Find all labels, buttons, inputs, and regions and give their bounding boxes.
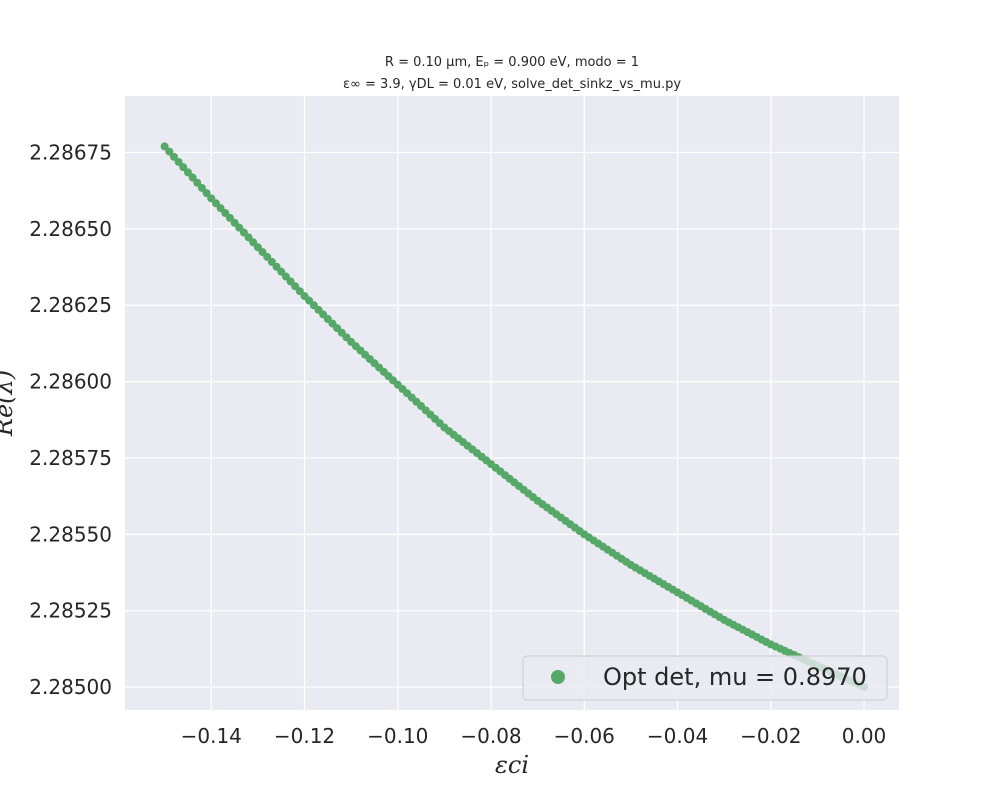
y-tick-label: 2.28550 <box>29 522 112 546</box>
data-point <box>174 157 183 166</box>
legend-marker <box>551 670 565 684</box>
plot-area <box>125 96 899 710</box>
y-tick-label: 2.28500 <box>29 675 112 699</box>
x-tick-label: −0.10 <box>367 724 428 748</box>
x-tick-label: −0.02 <box>740 724 801 748</box>
data-point <box>169 152 178 161</box>
x-tick-label: −0.08 <box>460 724 521 748</box>
y-tick-label: 2.28575 <box>29 446 112 470</box>
y-tick-label: 2.28650 <box>29 217 112 241</box>
chart-title-line-1: R = 0.10 μm, Eₚ = 0.900 eV, modo = 1 <box>385 55 639 70</box>
grid <box>125 96 899 710</box>
legend-label: Opt det, mu = 0.8970 <box>603 663 867 691</box>
x-tick-label: −0.14 <box>181 724 242 748</box>
x-tick-label: −0.06 <box>554 724 615 748</box>
data-point <box>160 142 169 151</box>
x-tick-label: −0.12 <box>274 724 335 748</box>
y-tick-label: 2.28675 <box>29 141 112 165</box>
legend: Opt det, mu = 0.8970 <box>522 655 888 701</box>
y-tick-label: 2.28625 <box>29 293 112 317</box>
data-point <box>165 147 174 156</box>
tick-labels: −0.14 −0.12 −0.10 −0.08 −0.06 −0.04 −0.02 0.00 2… <box>29 141 886 748</box>
chart-title-line-2: ε∞ = 3.9, γDL = 0.01 eV, solve_det_sinkz… <box>343 77 681 92</box>
y-tick-label: 2.28600 <box>29 370 112 394</box>
y-tick-label: 2.28525 <box>29 599 112 623</box>
data-point <box>202 189 211 198</box>
y-axis-label: Re(λ) <box>0 370 18 437</box>
x-tick-label: −0.04 <box>647 724 708 748</box>
data-point <box>179 163 188 172</box>
legend-box <box>522 655 888 701</box>
x-axis-label: εci <box>495 751 529 779</box>
data-point <box>197 183 206 192</box>
data-point <box>193 178 202 187</box>
data-point <box>188 173 197 182</box>
x-tick-label: 0.00 <box>842 724 887 748</box>
data-point <box>183 168 192 177</box>
